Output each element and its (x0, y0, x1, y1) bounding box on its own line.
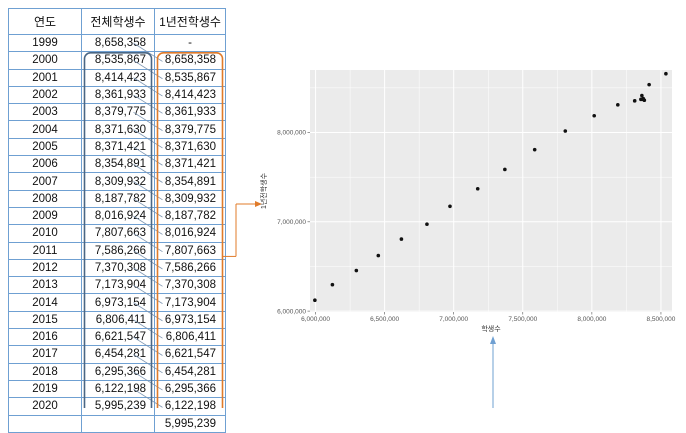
header-total: 전체학생수 (81, 8, 155, 35)
data-point (503, 167, 507, 172)
plot-panel (310, 70, 672, 312)
x-tick-label: 7,500,000 (508, 316, 537, 323)
data-point (313, 298, 317, 302)
data-point (532, 147, 537, 152)
data-point (640, 93, 644, 98)
data-point (354, 268, 359, 273)
data-point (632, 99, 637, 103)
data-point (639, 97, 643, 102)
year-cell: 2003 (8, 103, 82, 122)
x-tick-label: 6,500,000 (370, 316, 399, 323)
y-tick-label: 8,000,000 (277, 130, 306, 137)
data-point (616, 103, 620, 107)
data-point (563, 129, 568, 133)
x-tick-label: 7,000,000 (439, 316, 468, 323)
data-point (448, 204, 452, 209)
year-cell: 2010 (8, 224, 82, 243)
data-point (664, 71, 668, 76)
table-row: 1999 8,658,358- (8, 33, 226, 53)
scatter-chart: 6,000,000 6,500,000 7,000,000 7,500,000 8,00… (259, 70, 676, 333)
total-cell (81, 414, 155, 433)
data-point (399, 237, 404, 241)
table-row: 5,995,239 (8, 414, 226, 433)
y-tick-label: 7,000,000 (277, 219, 306, 226)
year-cell: 1999 (8, 33, 82, 53)
y-tick-label: 6,000,000 (277, 308, 306, 315)
data-point (376, 253, 381, 258)
x-tick-label: 6,000,000 (301, 316, 330, 323)
data-point (592, 113, 597, 118)
x-axis-label: 학생수 (481, 324, 501, 333)
y-axis-label: 1년전학생수 (259, 172, 268, 209)
header-year: 연도 (8, 8, 82, 35)
data-point (330, 282, 335, 287)
data-point (475, 186, 480, 191)
x-tick-label: 8,000,000 (577, 316, 606, 323)
data-point (647, 82, 651, 87)
data-point (425, 222, 429, 227)
year-cell (8, 414, 82, 433)
year-cell: 2006 (8, 155, 82, 174)
table-header-row: 연도 전체학생수 1년전학생수 (8, 8, 226, 35)
x-tick-label: 8,500,000 (646, 316, 675, 323)
prev-cell: 5,995,239 (154, 414, 226, 433)
